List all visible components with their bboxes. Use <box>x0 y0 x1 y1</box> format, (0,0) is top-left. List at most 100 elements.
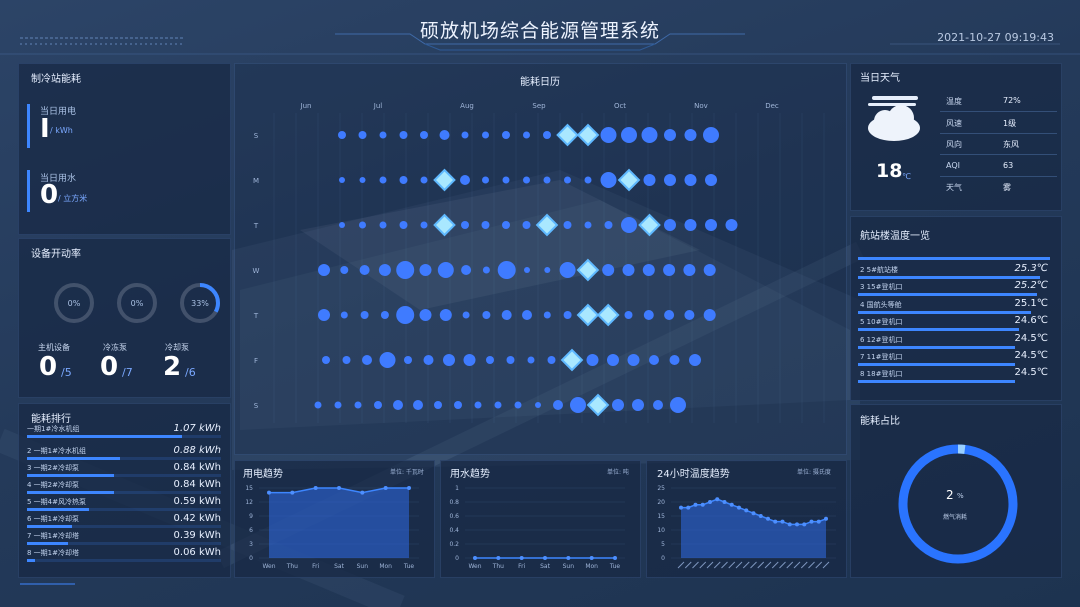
ranking-row: 4 一期2#冷却泵 0.84 kWh <box>27 479 221 500</box>
chart-xtick: Sun <box>563 563 575 570</box>
ranking-row: 3 一期2#冷却泵 0.84 kWh <box>27 462 221 483</box>
calendar-dot <box>482 266 490 274</box>
chart-xtick-mark <box>735 561 743 569</box>
temp-trend-unit: 单位: 摄氏度 <box>797 469 831 476</box>
calendar-dot <box>627 354 640 366</box>
calendar-dot <box>378 264 391 276</box>
calendar-dot <box>393 400 403 410</box>
weather-label: 温度 <box>946 97 962 106</box>
calendar-dot <box>683 264 696 276</box>
ranking-row: 8 一期1#冷却塔 0.06 kWh <box>27 547 221 568</box>
chart-ytick: 0.4 <box>449 527 459 534</box>
chart-ytick: 15 <box>245 485 253 492</box>
calendar-month-label: Jun <box>300 102 312 110</box>
chart-ytick: 25 <box>657 485 665 492</box>
calendar-dot <box>649 355 659 365</box>
calendar-dot <box>359 265 370 275</box>
calendar-dot <box>486 356 494 364</box>
chart-point <box>693 502 698 507</box>
terminal-bar <box>858 276 1041 279</box>
chart-point <box>816 519 821 524</box>
calendar-dot <box>482 131 489 139</box>
calendar-dot <box>584 221 592 229</box>
calendar-dot <box>684 174 697 186</box>
chart-ytick: 0.6 <box>449 513 459 520</box>
calendar-dot <box>624 311 633 319</box>
calendar-dot <box>703 127 719 143</box>
equipment-title: 设备开动率 <box>31 249 81 260</box>
calendar-month-label: Dec <box>765 102 779 110</box>
chart-point <box>290 490 295 495</box>
terminal-value: 25.1℃ <box>1014 297 1049 309</box>
gauge-track <box>117 283 157 323</box>
chart-xtick-mark <box>713 561 721 569</box>
calendar-dot <box>602 264 615 276</box>
terminal-row: 7 11#登机口 24.5℃ <box>858 350 1050 368</box>
power-accent <box>27 104 30 148</box>
chart-xtick: Mon <box>379 563 392 570</box>
calendar-dot <box>413 400 423 410</box>
calendar-month-label: Oct <box>614 102 626 110</box>
calendar-dot <box>642 264 655 276</box>
ratio-donut <box>898 444 1018 564</box>
calendar-dot <box>419 264 432 276</box>
calendar-diamond <box>433 168 456 192</box>
calendar-dot <box>423 355 434 365</box>
chart-ytick: 10 <box>657 527 665 534</box>
calendar-dot <box>570 397 586 413</box>
calendar-title: 能耗日历 <box>520 77 560 88</box>
chart-xtick-mark <box>750 561 757 569</box>
weather-divider <box>940 175 1057 177</box>
calendar-dot <box>374 401 382 409</box>
terminal-row: 4 国航头等舱 25.1℃ <box>858 298 1050 316</box>
calendar-dot <box>705 174 717 186</box>
calendar-dot <box>563 311 572 319</box>
ranking-track <box>27 457 221 460</box>
calendar-dot <box>622 264 635 276</box>
calendar-diamond <box>596 303 620 327</box>
chart-xtick: Mon <box>585 563 598 570</box>
chart-point <box>473 556 477 560</box>
terminal-bar <box>858 345 1016 349</box>
calendar-dot <box>334 401 342 409</box>
calendar-dot <box>318 264 330 276</box>
calendar-dot <box>543 176 551 184</box>
terminal-bar <box>858 380 1016 384</box>
weather-divider <box>940 132 1057 134</box>
count-name-host: 主机设备 <box>38 343 70 352</box>
calendar-diamond <box>433 213 456 237</box>
chart-xtick-mark <box>692 561 699 569</box>
chart-ytick: 0 <box>661 555 665 562</box>
chart-ytick: 5 <box>661 541 665 548</box>
ranking-value: 0.88 kWh <box>173 445 221 456</box>
ranking-bar <box>27 559 35 562</box>
chart-xtick-mark <box>706 561 714 569</box>
terminal-bar <box>858 293 1037 297</box>
calendar-dot <box>703 264 716 276</box>
calendar-diamond <box>556 123 579 147</box>
chart-ytick: 1 <box>455 485 459 492</box>
ranking-value: 1.07 kWh <box>173 423 221 434</box>
calendar-day-label: W <box>253 267 260 275</box>
calendar-day-label: M <box>253 177 259 185</box>
ratio-arc <box>898 444 1018 564</box>
count-chilled-total: /7 <box>122 366 133 379</box>
calendar-dot <box>522 310 532 320</box>
terminal-value: 24.6℃ <box>1014 315 1049 327</box>
chart-xtick-mark <box>800 561 808 569</box>
datetime: 2021-10-27 09:19:43 <box>937 31 1054 44</box>
calendar-dot <box>354 401 362 409</box>
ranking-bar <box>27 474 115 477</box>
chart-xtick-mark <box>808 561 815 569</box>
calendar-dot <box>553 400 563 410</box>
chart-ytick: 9 <box>249 513 253 520</box>
chart-area <box>681 499 826 558</box>
calendar-dot <box>462 311 470 319</box>
weather-value: 东风 <box>1003 140 1019 149</box>
terminal-name: 8 18#登机口 <box>860 370 903 379</box>
weather-divider <box>940 111 1057 112</box>
ranking-row: 2 一期1#冷水机组 0.88 kWh <box>27 445 221 466</box>
terminal-row-1-bar <box>858 257 1050 260</box>
calendar-dot <box>379 221 387 229</box>
equipment-panel <box>18 238 231 398</box>
